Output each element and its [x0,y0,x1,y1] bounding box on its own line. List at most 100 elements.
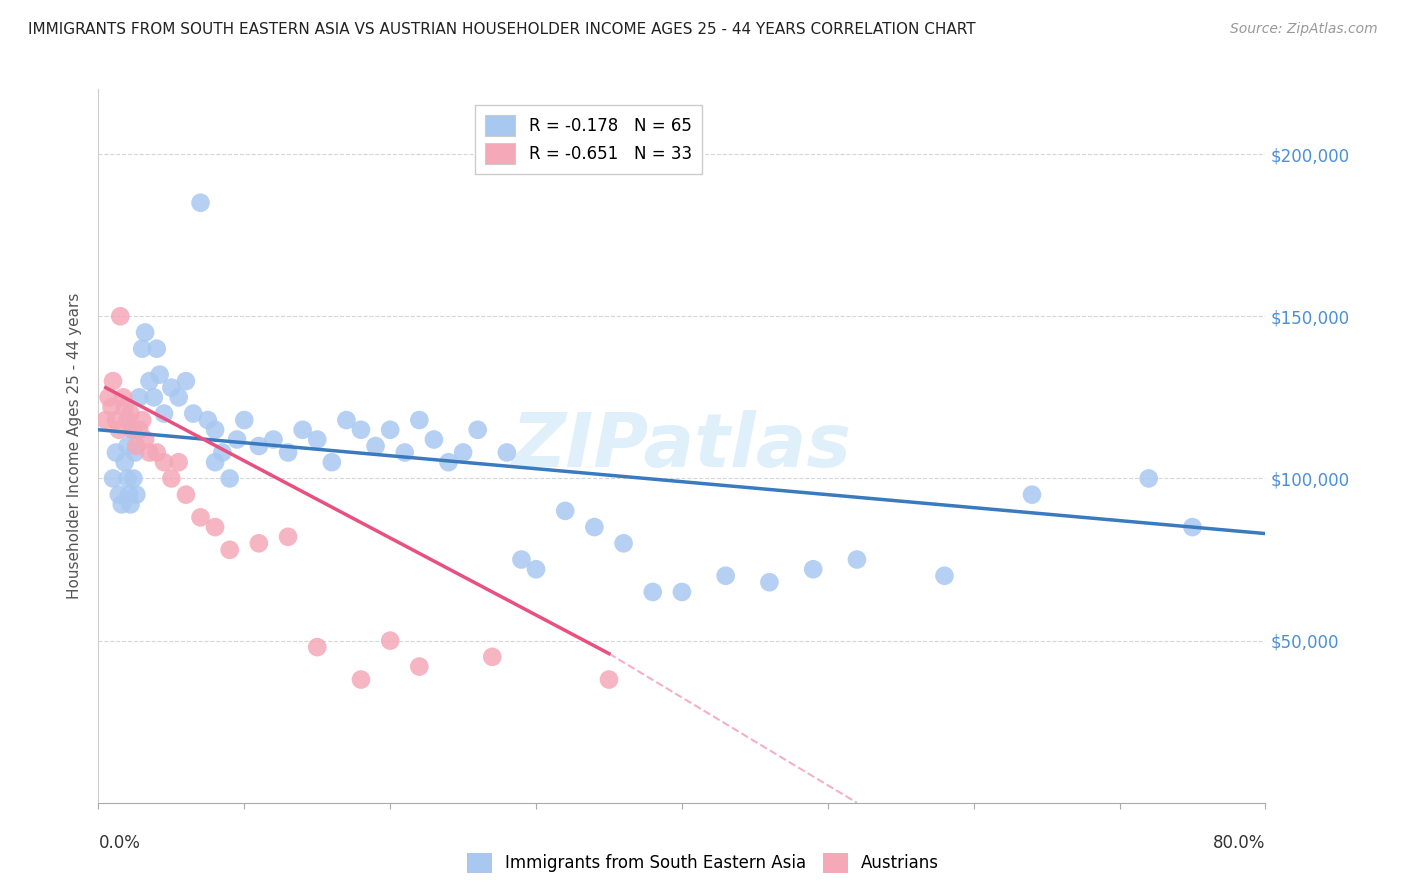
Point [364,439,387,453]
Text: Source: ZipAtlas.com: Source: ZipAtlas.com [1230,22,1378,37]
Point [101,471,124,485]
Point [335,413,357,427]
Point [197,413,219,427]
Y-axis label: Householder Income Ages 25 - 44 years: Householder Income Ages 25 - 44 years [67,293,83,599]
Point [226,433,249,447]
Point [160,471,183,485]
Point [394,445,416,459]
Text: IMMIGRANTS FROM SOUTH EASTERN ASIA VS AUSTRIAN HOUSEHOLDER INCOME AGES 25 - 44 Y: IMMIGRANTS FROM SOUTH EASTERN ASIA VS AU… [28,22,976,37]
Point [94,413,117,427]
Point [291,423,314,437]
Point [118,488,141,502]
Point [120,407,142,421]
Point [100,400,122,414]
Point [128,390,150,404]
Point [510,552,533,566]
Point [153,407,176,421]
Point [204,520,226,534]
Point [408,659,430,673]
Point [125,439,148,453]
Point [1137,471,1160,485]
Point [247,536,270,550]
Point [378,633,402,648]
Point [211,445,233,459]
Point [142,390,165,404]
Point [104,413,127,427]
Point [277,445,299,459]
Point [117,413,139,427]
Point [128,423,150,437]
Point [181,407,204,421]
Point [350,423,373,437]
Point [108,488,131,502]
Point [583,520,606,534]
Point [124,445,146,459]
Point [495,445,517,459]
Point [378,423,402,437]
Point [104,445,127,459]
Point [114,455,136,469]
Point [174,488,197,502]
Point [451,445,474,459]
Point [131,342,153,356]
Point [1181,520,1204,534]
Point [134,326,156,340]
Point [122,471,145,485]
Point [153,455,176,469]
Point [481,649,503,664]
Point [714,568,737,582]
Point [641,585,664,599]
Point [97,390,120,404]
Point [138,445,160,459]
Point [845,552,868,566]
Point [110,310,132,324]
Point [554,504,576,518]
Point [167,390,190,404]
Point [160,381,183,395]
Point [146,342,169,356]
Point [114,400,136,414]
Point [120,497,142,511]
Point [262,433,284,447]
Point [321,455,343,469]
Point [167,455,190,469]
Point [524,562,547,576]
Legend: Immigrants from South Eastern Asia, Austrians: Immigrants from South Eastern Asia, Aust… [460,847,946,880]
Point [112,390,135,404]
Point [146,445,169,459]
Point [437,455,460,469]
Point [174,374,197,388]
Point [108,423,131,437]
Point [117,439,139,453]
Point [1021,488,1043,502]
Point [307,433,329,447]
Point [121,423,143,437]
Point [131,413,153,427]
Point [111,497,134,511]
Point [218,471,240,485]
Point [934,568,956,582]
Point [423,433,446,447]
Point [467,423,489,437]
Point [204,455,226,469]
Point [117,471,139,485]
Point [190,195,212,210]
Point [758,575,780,590]
Point [218,542,240,557]
Point [190,510,212,524]
Point [307,640,329,654]
Point [204,423,226,437]
Point [134,433,156,447]
Legend: R = -0.178   N = 65, R = -0.651   N = 33: R = -0.178 N = 65, R = -0.651 N = 33 [475,104,702,174]
Point [612,536,634,550]
Point [138,374,160,388]
Point [350,673,373,687]
Point [125,488,148,502]
Point [233,413,256,427]
Point [101,374,124,388]
Point [671,585,693,599]
Point [122,423,145,437]
Point [149,368,172,382]
Point [277,530,299,544]
Text: 0.0%: 0.0% [98,834,141,852]
